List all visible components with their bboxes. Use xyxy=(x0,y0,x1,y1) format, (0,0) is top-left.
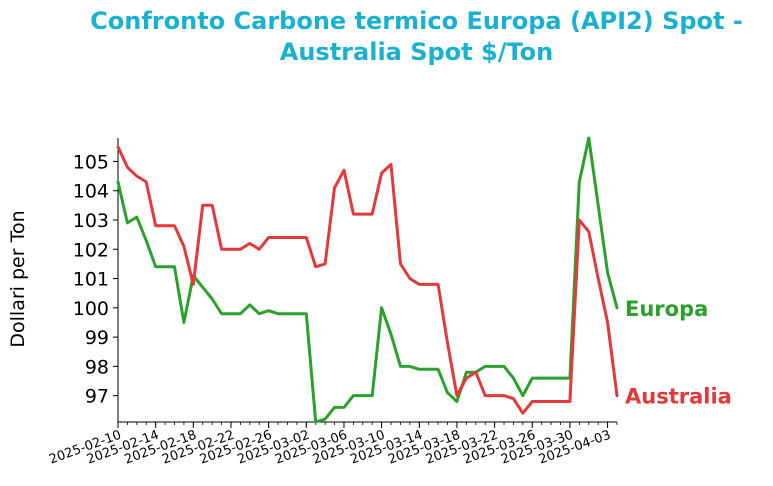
y-tick-label: 104 xyxy=(73,181,109,203)
y-tick-label: 105 xyxy=(73,151,109,173)
y-axis-label: Dollari per Ton xyxy=(7,210,29,347)
y-tick-label: 97 xyxy=(85,386,109,408)
y-tick-label: 99 xyxy=(85,327,109,349)
y-tick-label: 103 xyxy=(73,210,109,232)
chart-title-line-2: Australia Spot $/Ton xyxy=(279,38,554,66)
series-line-europa xyxy=(116,136,619,424)
series-label-europa: Europa xyxy=(625,297,708,321)
series-labels: Europa Australia xyxy=(625,297,732,409)
chart-title: Confronto Carbone termico Europa (API2) … xyxy=(0,6,773,68)
y-tick-label: 98 xyxy=(85,356,109,378)
series-line-australia xyxy=(116,145,619,415)
axes: 9798991001011021031041052025-02-102025-0… xyxy=(47,138,618,468)
chart-title-line-1: Confronto Carbone termico Europa (API2) … xyxy=(90,7,743,35)
y-tick-label: 100 xyxy=(73,298,109,320)
y-tick-label: 102 xyxy=(73,239,109,261)
series-layer xyxy=(116,136,619,424)
series-label-australia: Australia xyxy=(625,385,732,409)
y-tick-label: 101 xyxy=(73,269,109,291)
